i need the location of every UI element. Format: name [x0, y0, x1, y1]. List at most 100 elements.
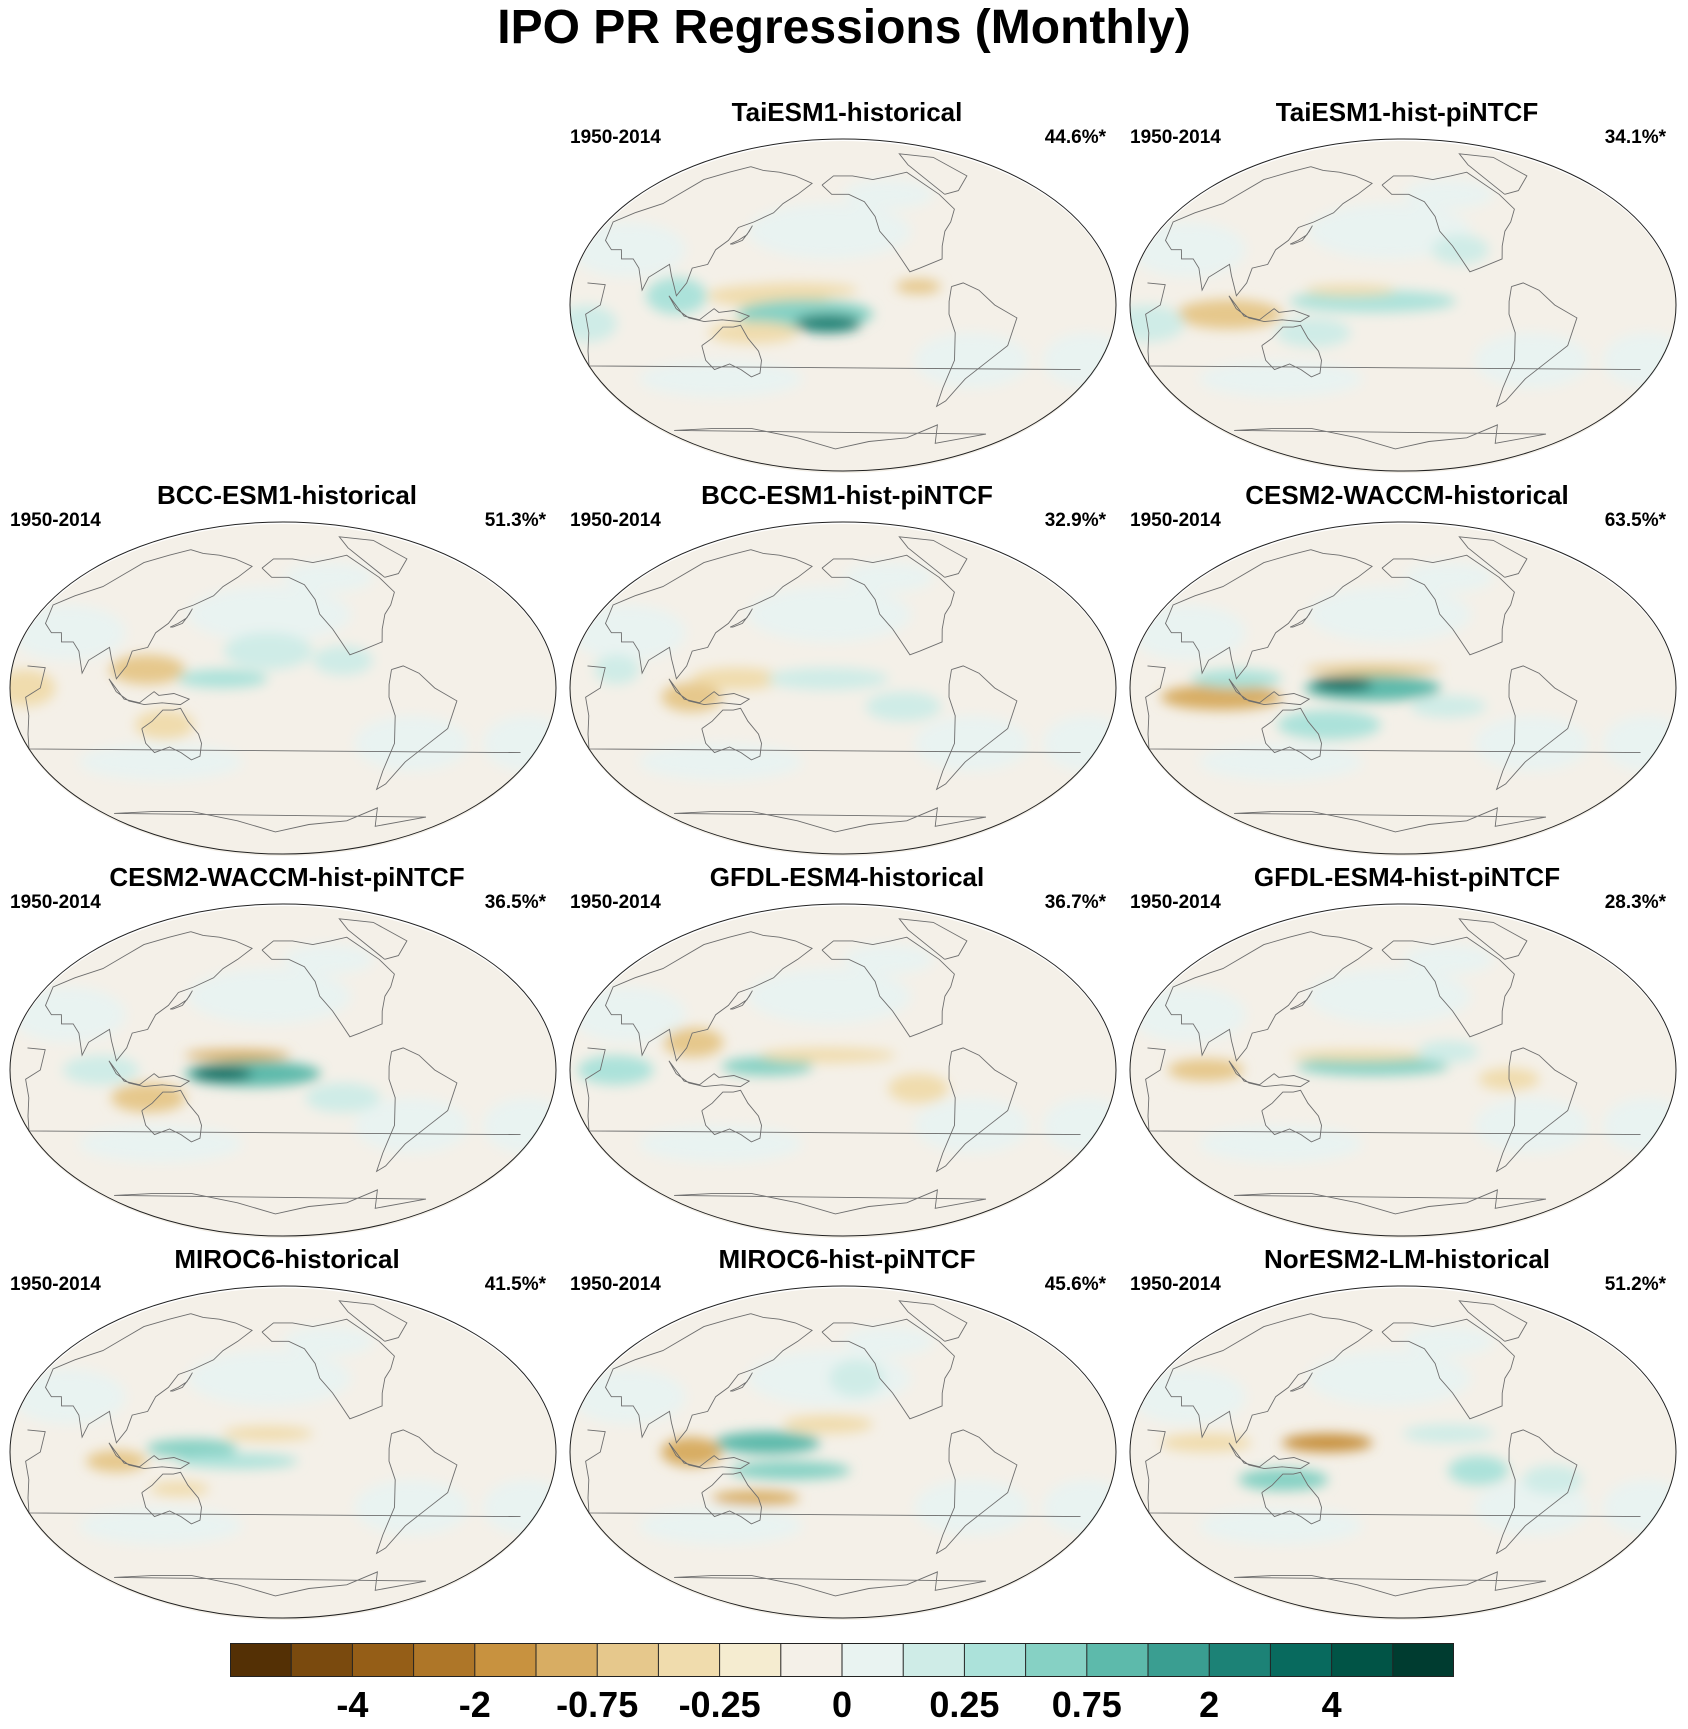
map-border — [569, 138, 1117, 472]
panel-period: 1950-2014 — [570, 127, 661, 148]
coastline — [898, 918, 968, 960]
map — [1129, 138, 1677, 473]
coastline — [141, 1471, 202, 1525]
anomaly-region — [1175, 299, 1282, 329]
colorbar-label: -4 — [336, 1684, 369, 1725]
coastline — [1228, 1442, 1311, 1470]
coastline — [1261, 1089, 1322, 1143]
map — [9, 1285, 557, 1620]
coastline — [114, 807, 427, 833]
anomaly-region — [10, 669, 56, 707]
coastline — [44, 1313, 253, 1444]
anomaly-region — [1403, 1424, 1494, 1443]
coastline — [1495, 282, 1578, 408]
panel-title: TaiESM1-historical — [731, 97, 963, 127]
anomaly-region — [192, 1066, 253, 1082]
anomaly-region — [737, 282, 859, 298]
panel-percent: 51.2%* — [1604, 1274, 1666, 1295]
anomaly-region — [639, 1507, 803, 1545]
map-panel: TaiESM1-historical 1950-2014 44.6%* — [568, 97, 1126, 477]
panel-title: CESM2-WACCM-historical — [1245, 480, 1569, 510]
coastline — [668, 678, 751, 706]
panel-percent: 44.6%* — [1044, 127, 1106, 148]
coastline — [44, 549, 253, 680]
colorbar-label: 0.25 — [929, 1684, 1000, 1725]
coastline — [1234, 807, 1547, 833]
anomaly-region — [11, 987, 126, 1043]
coastline — [1145, 1429, 1641, 1518]
anomaly-region — [1199, 360, 1363, 398]
anomaly-region — [1403, 1326, 1494, 1357]
coastline — [261, 554, 395, 656]
anomaly-region — [1448, 1455, 1509, 1486]
anomaly-region — [176, 1453, 299, 1469]
coastline — [585, 1429, 1081, 1518]
colorbar-swatch — [474, 1643, 537, 1677]
panel-title: MIROC6-historical — [174, 1244, 400, 1274]
coastline — [261, 936, 395, 1038]
map-panel: TaiESM1-hist-piNTCF 1950-2014 34.1%* — [1128, 97, 1686, 477]
panel-percent: 28.3%* — [1604, 892, 1666, 913]
coastline — [108, 1060, 191, 1088]
coastline — [1458, 1300, 1528, 1342]
map — [9, 521, 557, 856]
anomaly-region — [865, 691, 941, 722]
map-panel: CESM2-WACCM-historical 1950-2014 63.5%* — [1128, 480, 1686, 860]
anomaly-region — [1281, 1433, 1373, 1452]
map-border — [9, 903, 557, 1237]
coastline — [729, 225, 753, 245]
colorbar — [230, 1643, 1454, 1677]
coastline — [668, 1060, 751, 1088]
coastline — [701, 1471, 762, 1525]
anomaly-region — [1160, 684, 1282, 711]
map-border — [1129, 138, 1677, 472]
coastline — [668, 1442, 751, 1470]
coastline — [1289, 608, 1313, 628]
anomaly-region — [176, 669, 268, 688]
coastline — [44, 931, 253, 1062]
anomaly-region — [1403, 179, 1494, 210]
map-panel: MIROC6-hist-piNTCF 1950-2014 45.6%* — [568, 1244, 1126, 1624]
colorbar-swatch — [964, 1643, 1027, 1677]
panel-period: 1950-2014 — [570, 892, 661, 913]
anomaly-region — [1410, 695, 1486, 718]
anomaly-region — [914, 332, 1029, 388]
colorbar-outline — [230, 1643, 1454, 1677]
map-panel: GFDL-ESM4-hist-piNTCF 1950-2014 28.3%* — [1128, 862, 1686, 1242]
colorbar-label: -0.75 — [556, 1684, 639, 1725]
coastline — [338, 536, 408, 578]
coastline — [585, 1047, 1081, 1136]
panel-period: 1950-2014 — [1130, 892, 1221, 913]
map-panel: NorESM2-LM-historical 1950-2014 51.2%* — [1128, 1244, 1686, 1624]
anomaly-region — [1131, 222, 1246, 278]
coastline — [375, 1047, 458, 1173]
anomaly-region — [1167, 1058, 1244, 1082]
coastline — [1261, 1471, 1322, 1525]
coastline — [729, 1372, 753, 1392]
anomaly-region — [1304, 284, 1396, 296]
panel-title: BCC-ESM1-hist-piNTCF — [701, 480, 993, 510]
coastline — [1381, 1318, 1515, 1420]
anomaly-region — [135, 710, 195, 740]
coastline — [1228, 678, 1311, 706]
anomaly-region — [1131, 987, 1246, 1043]
coastline — [25, 1429, 521, 1518]
coastline — [1381, 936, 1515, 1038]
anomaly-region — [661, 682, 722, 712]
coastline — [1234, 1189, 1547, 1215]
anomaly-region — [187, 968, 351, 1024]
map-panel: CESM2-WACCM-hist-piNTCF 1950-2014 36.5%* — [8, 862, 566, 1242]
anomaly-region — [1296, 1057, 1449, 1076]
anomaly-region — [305, 1082, 381, 1113]
anomaly-region — [843, 944, 934, 975]
coastline — [1495, 1047, 1578, 1173]
anomaly-region — [1403, 944, 1494, 975]
coastline — [1145, 1047, 1641, 1136]
colorbar-label: -0.25 — [678, 1684, 761, 1725]
coastline — [141, 707, 202, 761]
anomaly-region — [354, 1479, 469, 1535]
coastline — [585, 282, 1081, 371]
map-panel: BCC-ESM1-hist-piNTCF 1950-2014 32.9%* — [568, 480, 1126, 860]
coastline — [935, 665, 1018, 791]
coastline — [338, 1300, 408, 1342]
